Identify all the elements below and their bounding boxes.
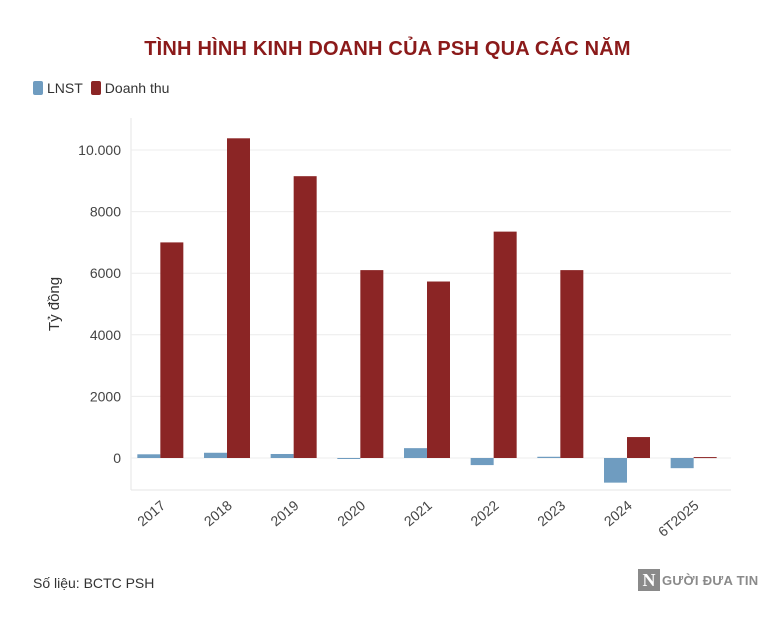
legend-label-lnst: LNST xyxy=(47,80,83,96)
bar-doanh-thu-2018 xyxy=(227,138,250,458)
x-tick-label-2018: 2018 xyxy=(201,497,235,529)
y-tick-label-0: 0 xyxy=(113,450,121,466)
bar-lnst-2023 xyxy=(537,456,561,458)
bar-lnst-2019 xyxy=(270,453,294,458)
y-tick-label-6000: 6000 xyxy=(90,265,121,281)
x-tick-label-2017: 2017 xyxy=(134,497,168,529)
y-tick-label-4000: 4000 xyxy=(90,327,121,343)
bar-lnst-2024 xyxy=(604,458,627,483)
bar-doanh-thu-2019 xyxy=(293,176,317,458)
x-tick-label-2022: 2022 xyxy=(467,497,501,529)
legend-swatch-doanh-thu xyxy=(90,81,101,95)
legend-item-lnst[interactable]: LNST xyxy=(33,80,83,96)
y-tick-label-8000: 8000 xyxy=(90,204,121,220)
legend-label-doanh-thu: Doanh thu xyxy=(104,80,170,96)
legend-item-doanh-thu[interactable]: Doanh thu xyxy=(90,80,170,96)
bar-lnst-2017 xyxy=(137,454,161,458)
logo-initial: N xyxy=(638,569,660,591)
x-tick-label-2020: 2020 xyxy=(334,497,368,529)
source-note: Số liệu: BCTC PSH xyxy=(33,575,155,591)
bar-doanh-thu-2024 xyxy=(627,437,650,458)
bar-lnst-2021 xyxy=(404,448,427,458)
x-tick-label-2021: 2021 xyxy=(401,497,435,529)
bar-doanh-thu-2023 xyxy=(560,270,584,458)
y-tick-label-10000: 10.000 xyxy=(78,142,121,158)
legend-swatch-lnst xyxy=(33,81,43,95)
x-tick-label-2024: 2024 xyxy=(601,497,635,529)
bar-doanh-thu-2017 xyxy=(160,242,184,458)
x-tick-label-2019: 2019 xyxy=(267,497,301,529)
y-tick-label-2000: 2000 xyxy=(90,388,121,404)
bar-doanh-thu-6t2025 xyxy=(693,457,717,459)
bar-lnst-2022 xyxy=(470,458,494,466)
logo-text: GƯỜI ĐƯA TIN xyxy=(662,572,759,588)
bar-lnst-6t2025 xyxy=(670,458,694,469)
bar-lnst-2020 xyxy=(337,458,361,459)
x-tick-label-2023: 2023 xyxy=(534,497,568,529)
chart-legend: LNST Doanh thu xyxy=(33,80,177,96)
y-axis-title: Tỷ đồng xyxy=(46,277,63,331)
bar-doanh-thu-2020 xyxy=(360,270,384,458)
chart-title: TÌNH HÌNH KINH DOANH CỦA PSH QUA CÁC NĂM xyxy=(144,38,631,60)
bar-doanh-thu-2021 xyxy=(427,281,450,458)
x-tick-label-6t2025: 6T2025 xyxy=(655,497,702,540)
publisher-logo: N GƯỜI ĐƯA TIN xyxy=(638,569,758,591)
bar-lnst-2018 xyxy=(204,452,227,458)
bar-doanh-thu-2022 xyxy=(493,231,517,458)
